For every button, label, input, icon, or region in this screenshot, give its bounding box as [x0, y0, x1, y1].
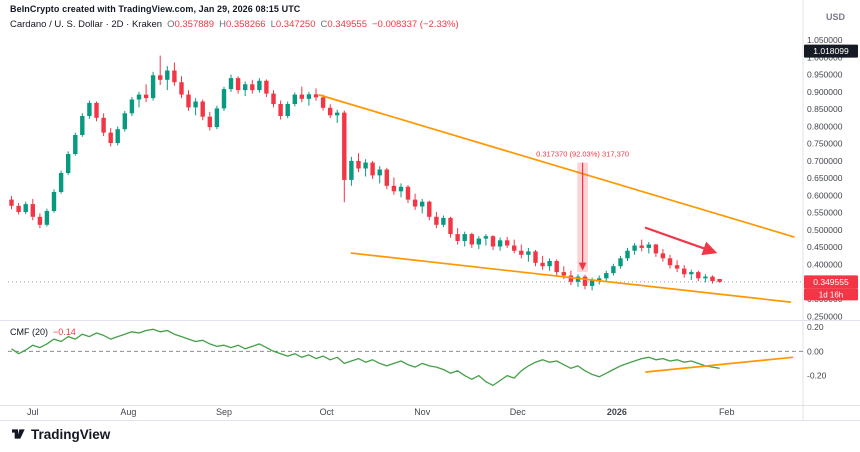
currency-label: USD [826, 12, 846, 22]
svg-text:0.950000: 0.950000 [807, 70, 843, 80]
svg-text:0.800000: 0.800000 [807, 121, 843, 131]
svg-text:1.018099: 1.018099 [813, 46, 849, 56]
ohlc-open-label: O [167, 19, 175, 30]
svg-text:0.500000: 0.500000 [807, 225, 843, 235]
tradingview-logomark [12, 429, 25, 439]
ohlc-high-value: 0.358266 [225, 19, 266, 30]
candlestick-series[interactable] [9, 55, 722, 291]
trend-arrow[interactable] [644, 226, 718, 256]
ohlc-close-value: 0.349555 [327, 19, 367, 30]
svg-text:Sep: Sep [216, 407, 232, 417]
svg-text:0.20: 0.20 [807, 322, 824, 332]
svg-text:0.00: 0.00 [807, 346, 824, 356]
svg-text:Aug: Aug [120, 407, 136, 417]
svg-text:1.050000: 1.050000 [807, 35, 843, 45]
high-price-badge: 1.018099 [804, 44, 858, 58]
cmf-trendline[interactable] [645, 356, 794, 373]
ohlc-low-label: L [270, 19, 276, 30]
svg-text:Jul: Jul [27, 407, 39, 417]
countdown-timer: 1d 16h [819, 290, 843, 299]
indicator-name[interactable]: CMF (20) [10, 327, 48, 337]
time-axis[interactable]: Jul Aug Sep Oct Nov Dec 2026 Feb [27, 407, 734, 417]
ohlc-open-value: 0.357889 [174, 19, 215, 30]
measure-tool[interactable]: 0.317370 (92.03%) 317,370 [536, 150, 629, 273]
symbol-info-legend[interactable]: Cardano / U. S. Dollar · 2D · Kraken O0.3… [10, 19, 459, 30]
pane-borders [0, 0, 860, 421]
svg-text:Oct: Oct [320, 407, 335, 417]
svg-text:0.250000: 0.250000 [807, 311, 843, 321]
last-price-badge: 0.349555 1d 16h [804, 275, 858, 301]
svg-text:0.650000: 0.650000 [807, 173, 843, 183]
svg-text:Nov: Nov [414, 407, 431, 417]
indicator-legend[interactable]: CMF (20) −0.14 [10, 327, 76, 337]
svg-text:Feb: Feb [719, 407, 735, 417]
svg-text:0.700000: 0.700000 [807, 156, 843, 166]
tradingview-wordmark: TradingView [31, 426, 111, 442]
ohlc-close-label: C [320, 19, 328, 30]
svg-text:0.850000: 0.850000 [807, 104, 843, 114]
svg-text:0.317370 (92.03%) 317,370: 0.317370 (92.03%) 317,370 [536, 150, 629, 159]
svg-text:0.400000: 0.400000 [807, 260, 843, 270]
watermark-credit: BeInCrypto created with TradingView.com,… [10, 4, 301, 14]
svg-text:-0.20: -0.20 [807, 371, 827, 381]
price-axis[interactable]: USD0.2500000.3000000.3500000.4000000.450… [807, 12, 846, 381]
ohlc-high-label: H [219, 19, 226, 30]
indicator-value: −0.14 [53, 327, 76, 337]
wedge-trendlines[interactable] [318, 94, 795, 303]
svg-text:2026: 2026 [607, 407, 627, 417]
svg-text:0.600000: 0.600000 [807, 190, 843, 200]
svg-text:0.349555: 0.349555 [813, 277, 849, 287]
svg-text:0.550000: 0.550000 [807, 208, 843, 218]
symbol-title[interactable]: Cardano / U. S. Dollar · 2D · Kraken [10, 19, 163, 30]
ohlc-change-value: −0.008337 (−2.33%) [372, 19, 459, 30]
svg-text:0.450000: 0.450000 [807, 242, 843, 252]
ohlc-low-value: 0.347250 [275, 19, 316, 30]
svg-text:Dec: Dec [510, 407, 527, 417]
tradingview-logo[interactable]: TradingView [10, 426, 110, 442]
svg-text:0.750000: 0.750000 [807, 139, 843, 149]
svg-text:0.900000: 0.900000 [807, 87, 843, 97]
cmf-line[interactable] [11, 328, 720, 387]
